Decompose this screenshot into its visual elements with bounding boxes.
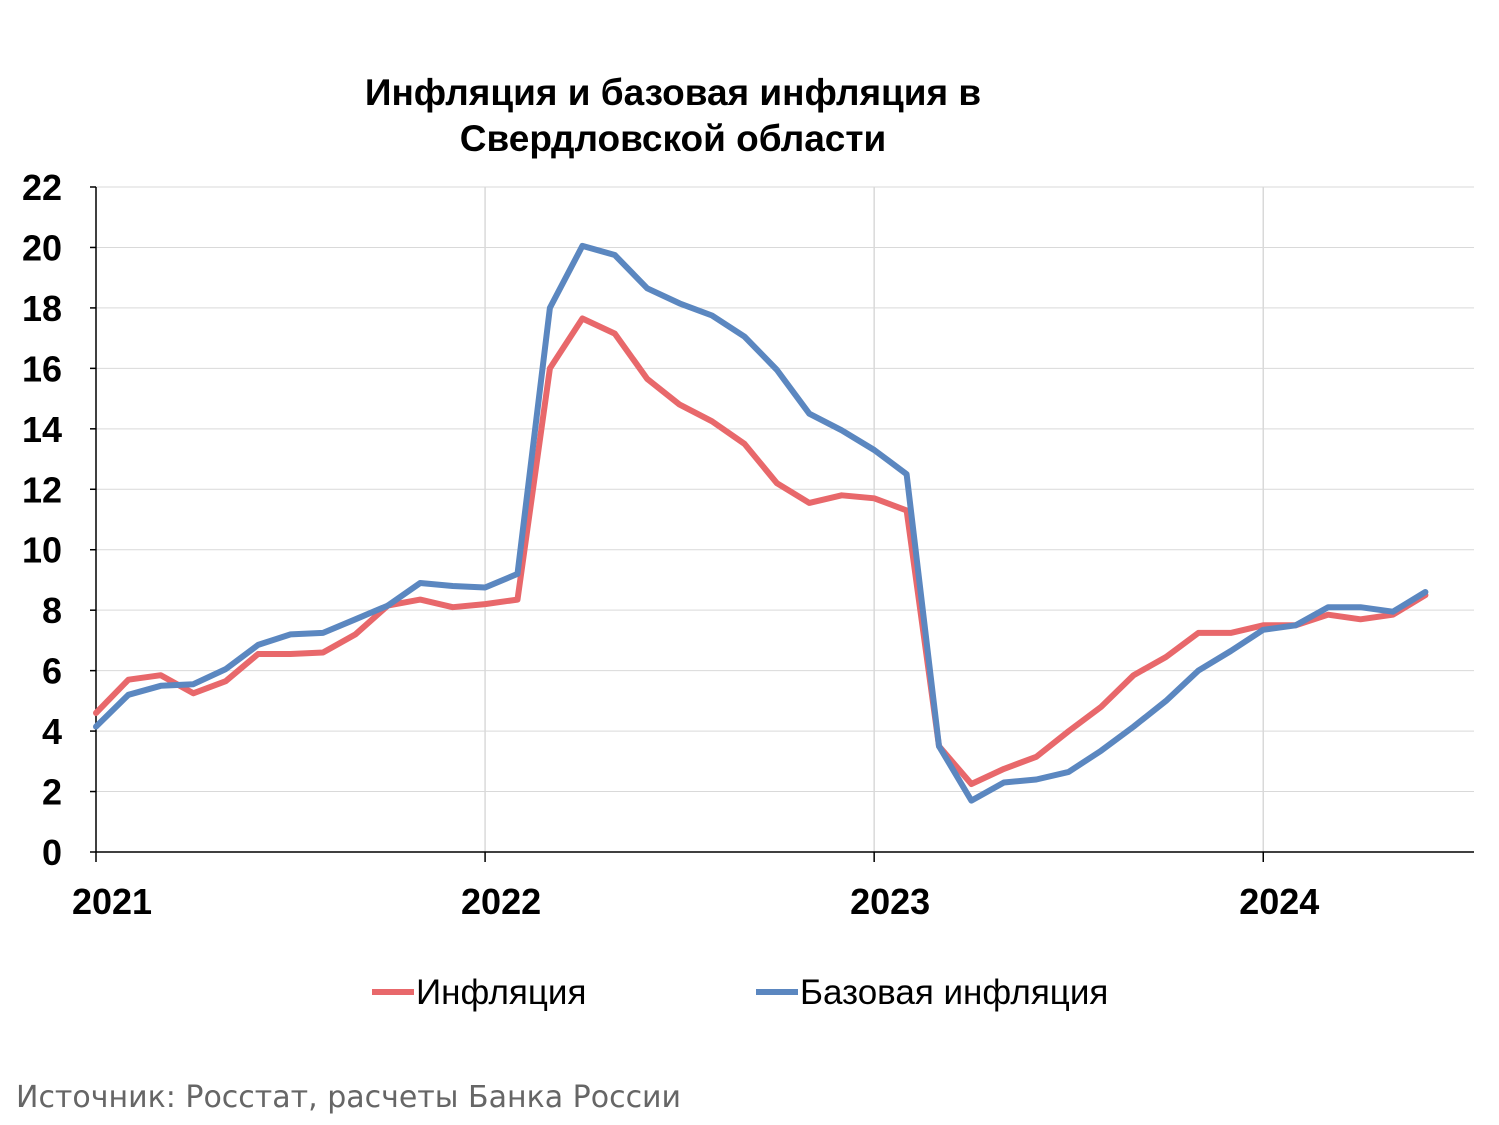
source-note: Источник: Росстат, расчеты Банка России [16,1080,682,1115]
y-tick-label: 8 [42,590,62,631]
chart-title: Инфляция и базовая инфляция в Свердловск… [248,70,1098,162]
y-tick-label: 10 [22,530,62,571]
series-lines [93,242,1429,804]
y-axis-ticks: 0 2 4 6 8 10 12 14 16 18 20 22 [22,167,62,873]
x-axis-ticks: 2021 2022 2023 2024 [72,881,1319,922]
y-tick-label: 18 [22,288,62,329]
chart-title-line-1: Инфляция и базовая инфляция в [364,72,982,113]
x-tick-label: 2021 [72,881,152,922]
legend-label-core-inflation: Базовая инфляция [800,973,1108,1012]
y-tick-label: 6 [42,651,62,692]
y-tick-label: 14 [22,409,62,450]
series-line-inflation [93,315,1429,787]
x-tick-label: 2023 [850,881,930,922]
y-tick-label: 0 [42,832,62,873]
y-tick-label: 22 [22,167,62,208]
chart-title-line-2: Свердловской области [459,118,887,159]
legend: Инфляция Базовая инфляция [372,973,1108,1012]
y-tick-label: 4 [42,711,62,752]
legend-label-inflation: Инфляция [416,973,586,1012]
x-tick-label: 2022 [461,881,541,922]
y-tick-label: 16 [22,348,62,389]
y-tick-label: 20 [22,227,62,268]
y-tick-label: 12 [22,469,62,510]
x-tick-label: 2024 [1239,881,1319,922]
y-tick-label: 2 [42,772,62,813]
gridlines [96,186,1474,852]
axes [90,186,1474,862]
series-line-core-inflation [93,242,1429,804]
